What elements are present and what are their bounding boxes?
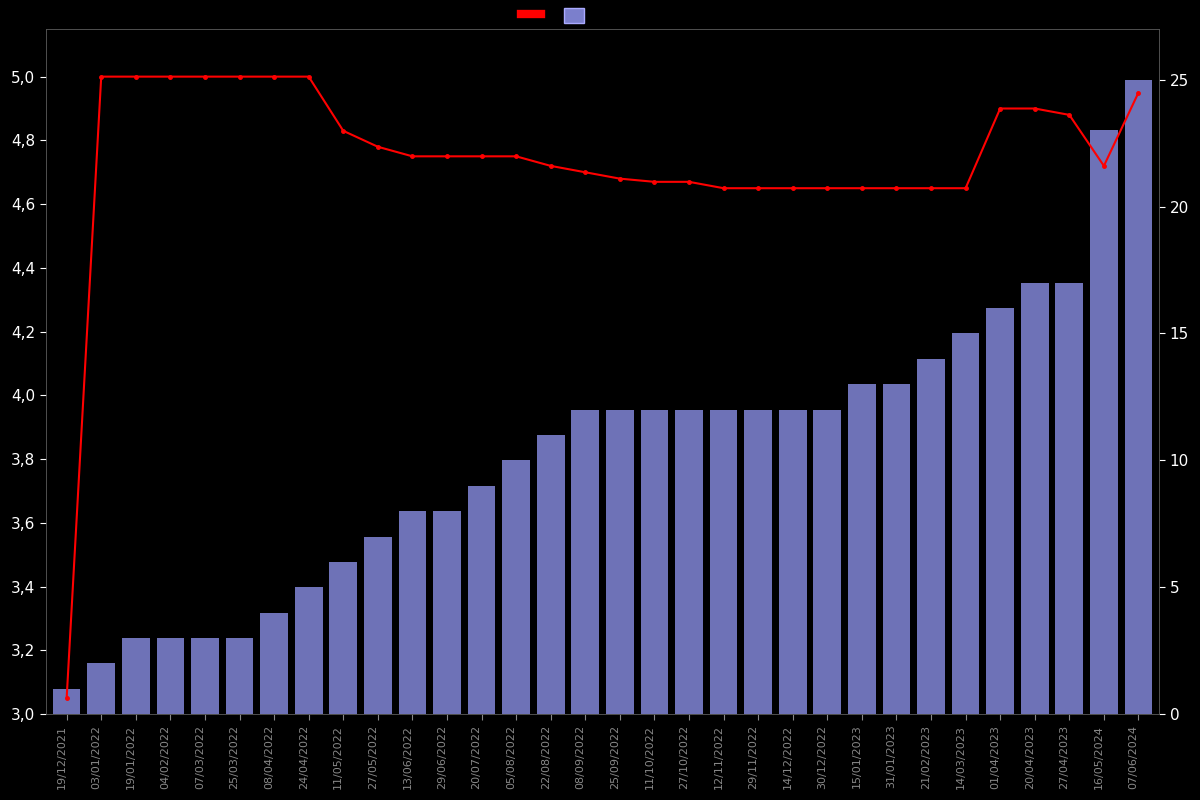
Bar [1056,282,1084,714]
Bar [398,511,426,714]
Bar [433,511,461,714]
Bar [156,638,185,714]
Bar [571,410,599,714]
Bar [330,562,358,714]
Bar [1090,130,1117,714]
Bar [53,689,80,714]
Bar [536,435,564,714]
Bar [744,410,772,714]
Bar [191,638,218,714]
Bar [503,460,530,714]
Bar [1124,79,1152,714]
Bar [122,638,150,714]
Bar [226,638,253,714]
Bar [779,410,806,714]
Bar [295,587,323,714]
Bar [676,410,703,714]
Bar [88,663,115,714]
Legend: , : , [521,8,595,23]
Bar [883,384,911,714]
Bar [260,613,288,714]
Bar [814,410,841,714]
Bar [952,334,979,714]
Bar [986,308,1014,714]
Bar [364,537,391,714]
Bar [709,410,738,714]
Bar [848,384,876,714]
Bar [917,359,944,714]
Bar [1021,282,1049,714]
Bar [468,486,496,714]
Bar [641,410,668,714]
Bar [606,410,634,714]
